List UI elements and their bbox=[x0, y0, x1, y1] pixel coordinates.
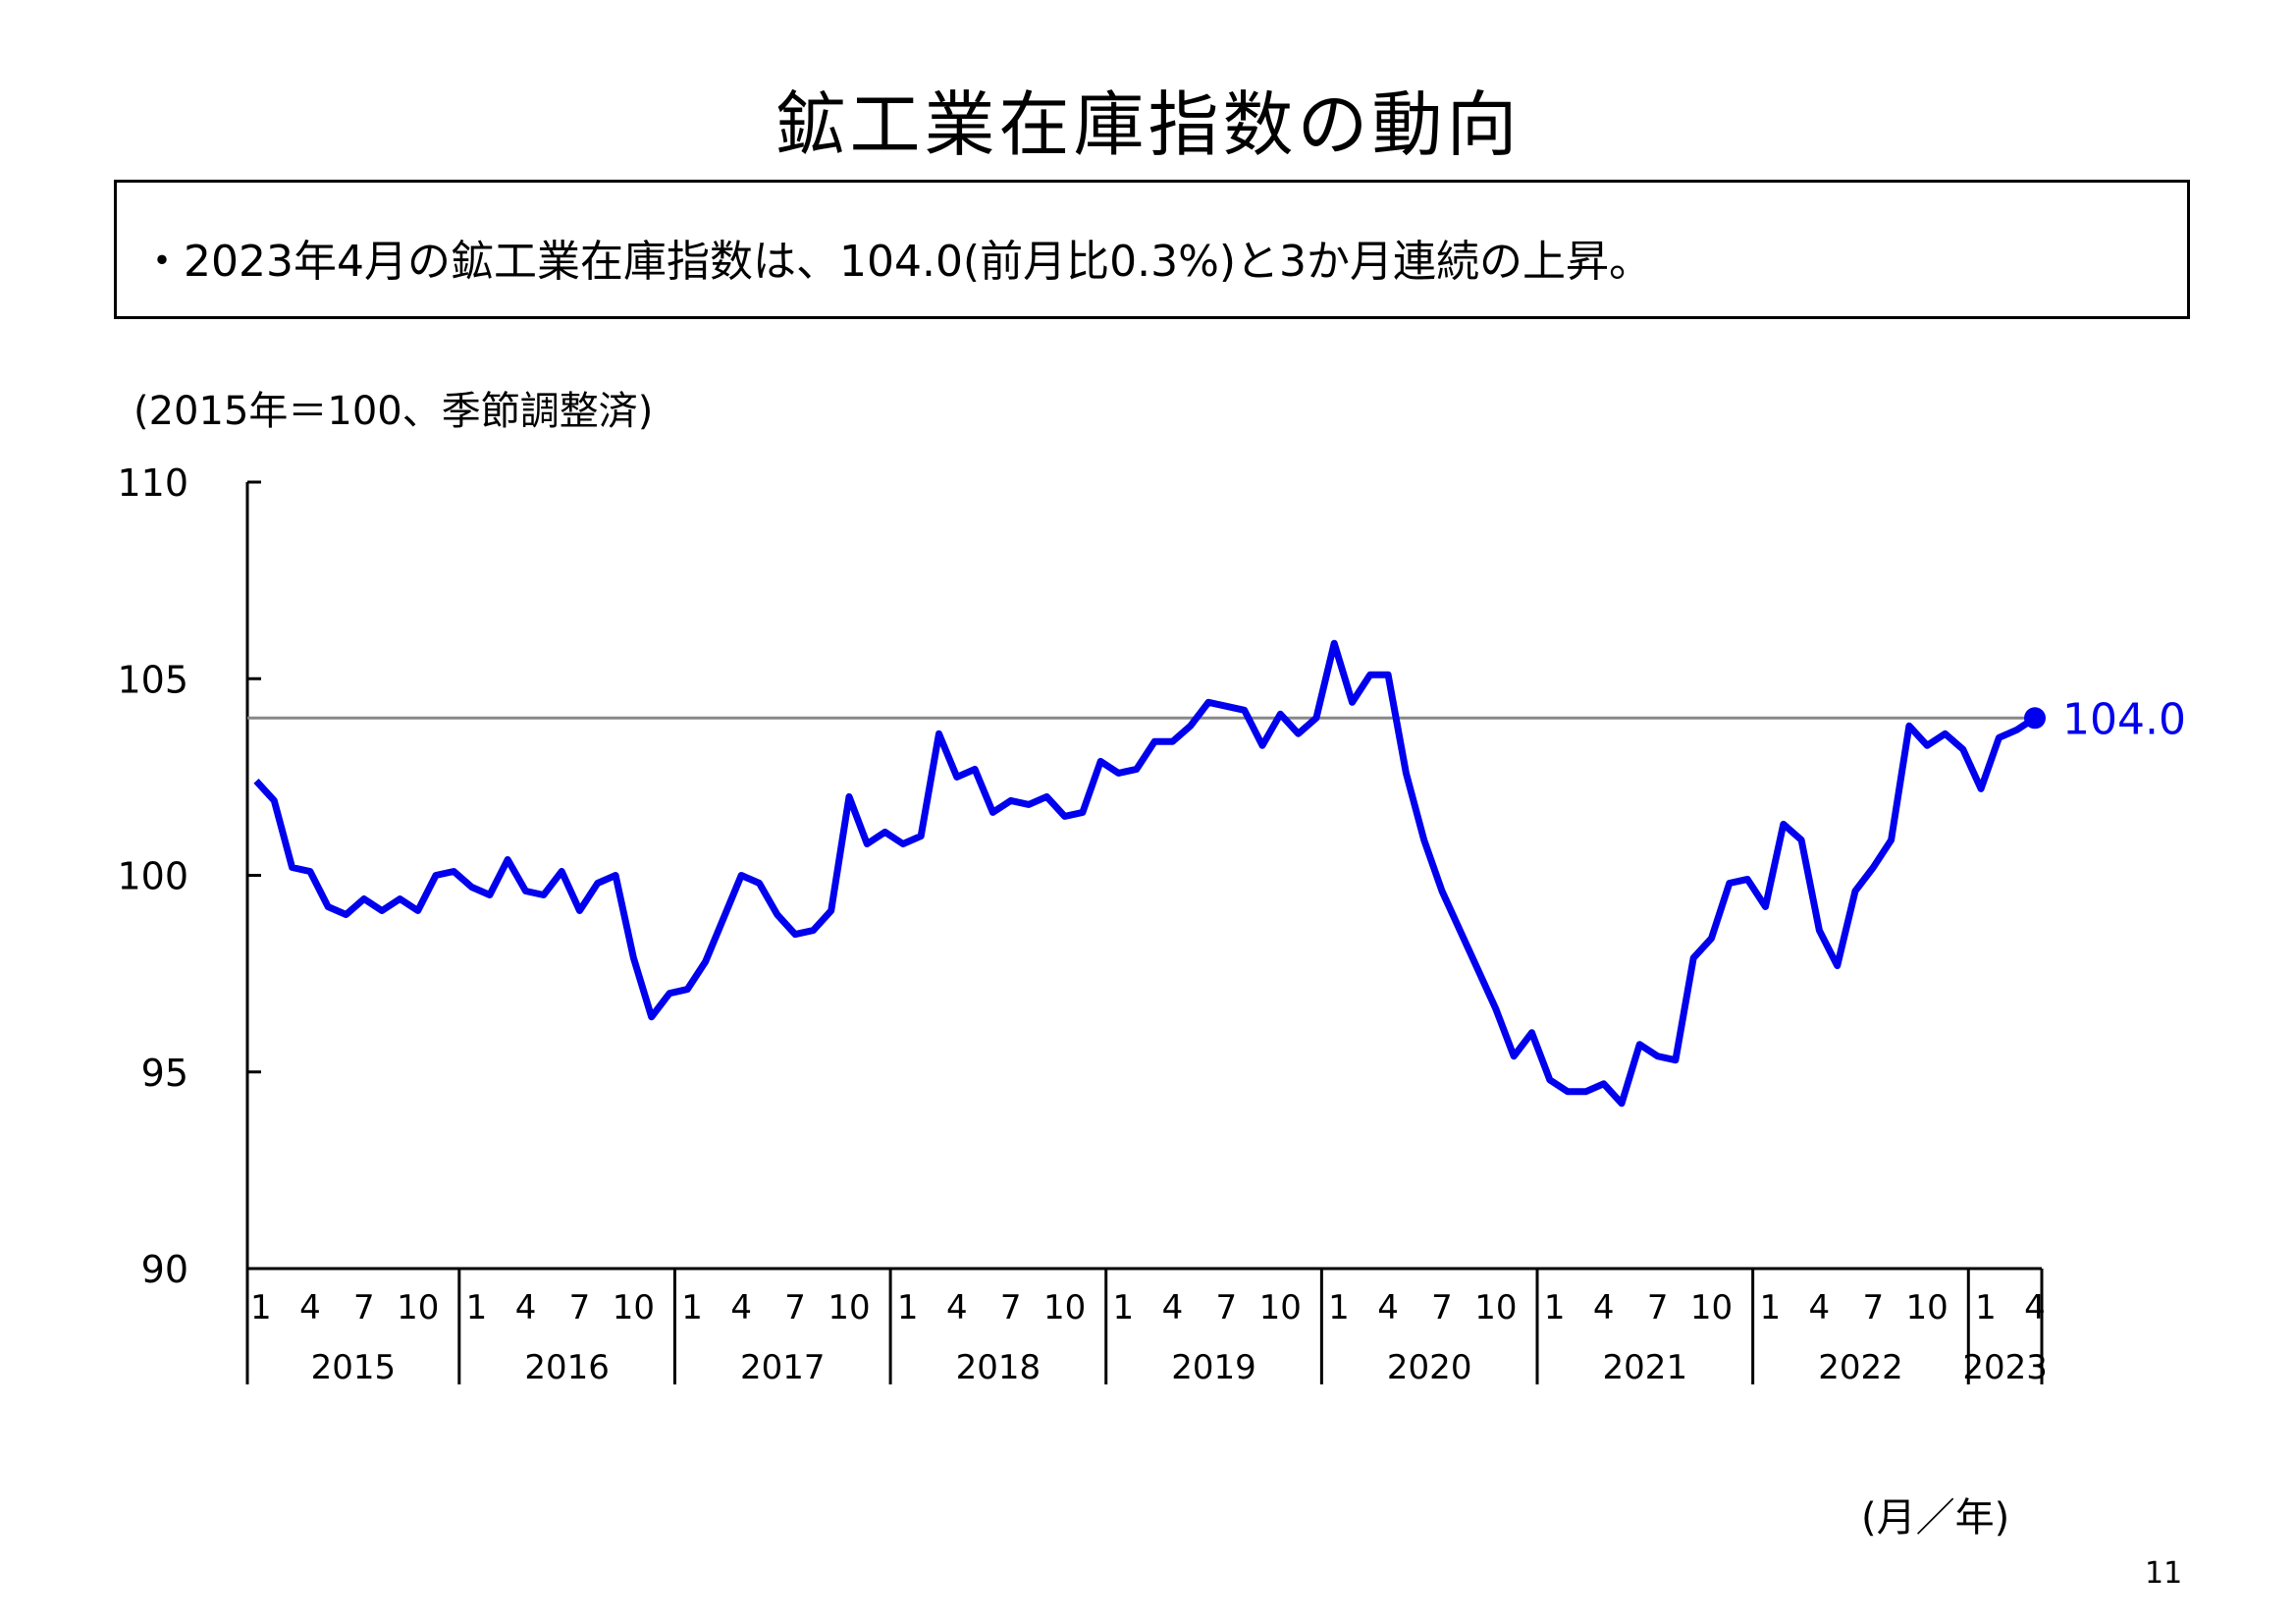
month-tick-label: 4 bbox=[1377, 1288, 1399, 1327]
month-tick-label: 1 bbox=[250, 1288, 272, 1327]
y-tick-label: 100 bbox=[117, 855, 188, 898]
month-tick-label: 4 bbox=[515, 1288, 537, 1327]
month-tick-label: 7 bbox=[1000, 1288, 1022, 1327]
summary-text: ・2023年4月の鉱工業在庫指数は、104.0(前月比0.3%)と3か月連続の上… bbox=[140, 237, 1653, 287]
month-tick-label: 10 bbox=[1906, 1288, 1949, 1327]
month-tick-label: 4 bbox=[299, 1288, 321, 1327]
month-tick-label: 1 bbox=[897, 1288, 919, 1327]
month-tick-label: 7 bbox=[569, 1288, 591, 1327]
month-tick-label: 1 bbox=[1113, 1288, 1135, 1327]
month-tick-label: 4 bbox=[730, 1288, 752, 1327]
month-tick-label: 10 bbox=[828, 1288, 870, 1327]
year-tick-label: 2015 bbox=[311, 1348, 397, 1387]
month-tick-label: 4 bbox=[1162, 1288, 1184, 1327]
y-axis-ticks: 90 95 100 105 110 bbox=[117, 461, 261, 1291]
month-tick-label: 10 bbox=[1043, 1288, 1086, 1327]
month-tick-label: 7 bbox=[784, 1288, 806, 1327]
month-tick-label: 10 bbox=[1474, 1288, 1517, 1327]
month-tick-label: 1 bbox=[1328, 1288, 1350, 1327]
y-tick-label: 110 bbox=[117, 461, 188, 505]
month-tick-label: 1 bbox=[681, 1288, 703, 1327]
month-tick-label: 7 bbox=[353, 1288, 375, 1327]
month-tick-label: 7 bbox=[1216, 1288, 1238, 1327]
year-tick-label: 2019 bbox=[1171, 1348, 1256, 1387]
x-axis-unit: (月／年) bbox=[1861, 1495, 2010, 1541]
summary-box: ・2023年4月の鉱工業在庫指数は、104.0(前月比0.3%)と3か月連続の上… bbox=[114, 180, 2190, 319]
month-tick-label: 4 bbox=[1809, 1288, 1831, 1327]
page-number: 11 bbox=[2145, 1556, 2183, 1591]
year-tick-label: 2018 bbox=[956, 1348, 1041, 1387]
end-value-label: 104.0 bbox=[2062, 694, 2186, 744]
page-title: 鉱工業在庫指数の動向 bbox=[774, 83, 1522, 166]
month-tick-label: 7 bbox=[1647, 1288, 1669, 1327]
month-tick-label: 1 bbox=[1975, 1288, 1997, 1327]
month-tick-label: 7 bbox=[1862, 1288, 1884, 1327]
month-tick-label: 10 bbox=[397, 1288, 439, 1327]
y-tick-label: 95 bbox=[141, 1052, 188, 1095]
month-tick-label: 4 bbox=[2024, 1288, 2046, 1327]
year-tick-label: 2023 bbox=[1962, 1348, 2048, 1387]
month-tick-label: 1 bbox=[466, 1288, 488, 1327]
month-tick-label: 1 bbox=[1759, 1288, 1781, 1327]
year-tick-label: 2021 bbox=[1603, 1348, 1688, 1387]
month-tick-label: 10 bbox=[1690, 1288, 1733, 1327]
month-tick-label: 4 bbox=[946, 1288, 968, 1327]
end-point-marker bbox=[2024, 707, 2046, 730]
year-tick-label: 2022 bbox=[1818, 1348, 1903, 1387]
month-tick-label: 10 bbox=[1259, 1288, 1302, 1327]
year-tick-label: 2016 bbox=[524, 1348, 610, 1387]
month-tick-label: 10 bbox=[613, 1288, 655, 1327]
series-line bbox=[253, 639, 2037, 1108]
year-tick-label: 2020 bbox=[1387, 1348, 1472, 1387]
y-tick-label: 105 bbox=[117, 658, 188, 701]
y-unit-note: (2015年＝100、季節調整済) bbox=[133, 389, 654, 434]
year-tick-label: 2017 bbox=[740, 1348, 826, 1387]
month-tick-label: 7 bbox=[1431, 1288, 1453, 1327]
month-tick-label: 4 bbox=[1593, 1288, 1615, 1327]
month-tick-label: 1 bbox=[1544, 1288, 1566, 1327]
y-tick-label: 90 bbox=[141, 1248, 188, 1291]
